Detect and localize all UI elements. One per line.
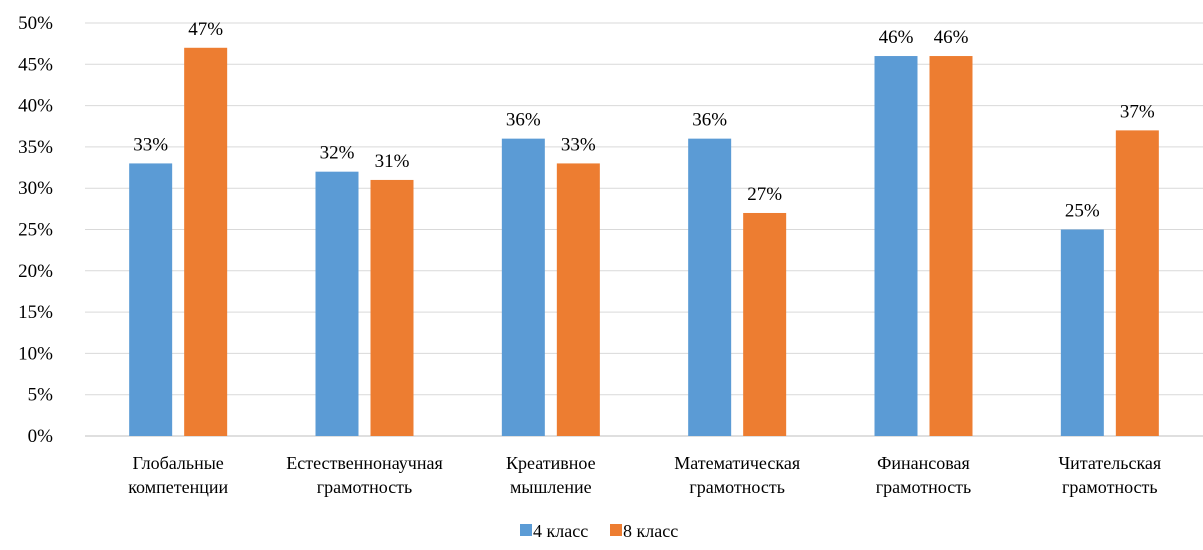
bar [688, 138, 732, 436]
x-tick-label: грамотность [689, 477, 785, 497]
data-label: 27% [747, 184, 782, 205]
bar [315, 171, 359, 436]
x-tick-label: Естественнонаучная [286, 453, 442, 473]
x-axis-ticks: Глобальные компетенции Естественнонаучная г… [128, 453, 1161, 497]
y-tick-label: 5% [28, 385, 54, 406]
data-label: 47% [188, 19, 223, 40]
x-tick-label: мышление [510, 477, 592, 497]
x-tick-label: компетенции [128, 477, 228, 497]
data-label: 25% [1065, 201, 1100, 222]
bar [129, 163, 173, 437]
bar [743, 212, 787, 436]
data-label: 33% [561, 134, 596, 155]
legend: 4 класс 8 класс [520, 521, 678, 541]
x-tick-label: грамотность [876, 477, 972, 497]
x-tick-label: грамотность [1062, 477, 1158, 497]
x-tick-label: Читательская [1058, 453, 1161, 473]
y-tick-label: 25% [18, 220, 53, 241]
y-tick-label: 10% [18, 343, 53, 364]
data-label: 37% [1120, 101, 1155, 122]
y-tick-label: 15% [18, 302, 53, 323]
bars [129, 47, 1159, 437]
data-label: 46% [879, 27, 914, 48]
x-tick-label: Финансовая [877, 453, 970, 473]
y-tick-label: 30% [18, 178, 53, 199]
x-tick-label: грамотность [317, 477, 413, 497]
y-tick-label: 40% [18, 96, 53, 117]
bar [1115, 130, 1159, 436]
data-label: 31% [375, 151, 410, 172]
data-label: 46% [934, 27, 969, 48]
bar [184, 47, 228, 436]
bar [1060, 229, 1104, 436]
y-tick-label: 35% [18, 137, 53, 158]
y-axis-ticks: 0% 5% 10% 15% 20% 25% 30% 35% 40% 45% 50% [18, 13, 53, 447]
data-labels: 33% 47% 32% 31% 36% 33% 36% 27% 46% 46% 25% 37% [133, 19, 1155, 222]
y-tick-label: 45% [18, 54, 53, 75]
gridlines [85, 22, 1203, 437]
x-tick-label: Креативное [506, 453, 596, 473]
bar [501, 138, 545, 436]
data-label: 32% [320, 143, 355, 164]
legend-label: 8 класс [623, 521, 678, 541]
legend-swatch [610, 524, 622, 536]
bar [556, 163, 600, 437]
x-tick-label: Математическая [674, 453, 800, 473]
legend-label: 4 класс [533, 521, 588, 541]
y-tick-label: 20% [18, 261, 53, 282]
data-label: 36% [506, 110, 541, 131]
bar [370, 179, 414, 436]
y-tick-label: 0% [28, 426, 54, 447]
data-label: 33% [133, 134, 168, 155]
x-tick-label: Глобальные [133, 453, 224, 473]
legend-swatch [520, 524, 532, 536]
y-tick-label: 50% [18, 13, 53, 34]
bar [874, 56, 918, 436]
data-label: 36% [692, 110, 727, 131]
bar [929, 56, 973, 436]
